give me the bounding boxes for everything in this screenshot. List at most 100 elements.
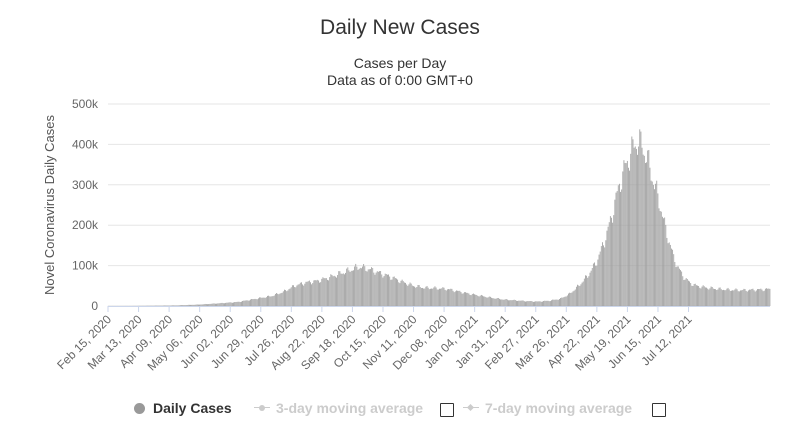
- bar: [187, 304, 189, 306]
- bar: [349, 271, 351, 306]
- bar: [525, 301, 526, 306]
- legend-item-daily-cases[interactable]: Daily Cases: [134, 400, 232, 416]
- bar: [273, 295, 275, 306]
- y-axis: 0 100k 200k 300k 400k 500k: [72, 97, 99, 313]
- legend-item-7-day-average[interactable]: 7-day moving average: [463, 400, 632, 416]
- bar: [591, 268, 593, 306]
- bar: [620, 191, 621, 306]
- bar: [456, 290, 457, 306]
- bar: [295, 287, 297, 306]
- bar: [410, 283, 412, 306]
- bar: [261, 297, 263, 306]
- bar: [246, 300, 248, 306]
- bar: [613, 215, 615, 306]
- bar: [657, 193, 659, 306]
- bar: [684, 279, 686, 306]
- checkbox-3-day-average[interactable]: [440, 403, 454, 417]
- bar: [587, 277, 589, 306]
- bar: [222, 303, 224, 306]
- bar: [740, 290, 741, 306]
- bar: [374, 274, 376, 306]
- bar: [691, 285, 693, 306]
- bar: [518, 300, 520, 306]
- bar: [750, 289, 752, 306]
- bar: [229, 302, 231, 306]
- bar: [370, 269, 371, 306]
- bar: [411, 285, 413, 306]
- bar: [415, 287, 417, 306]
- bar: [737, 291, 739, 306]
- bar: [185, 305, 187, 306]
- bar: [477, 295, 479, 306]
- bar: [612, 222, 614, 306]
- bar: [725, 290, 727, 306]
- bar: [486, 297, 488, 306]
- bar: [310, 282, 311, 306]
- bar: [482, 295, 483, 306]
- bar: [726, 288, 728, 306]
- bar: [690, 283, 692, 306]
- bar: [561, 297, 563, 306]
- bar: [231, 302, 233, 306]
- bar: [618, 183, 620, 306]
- legend-label-7-day-average: 7-day moving average: [485, 400, 633, 416]
- bar: [767, 288, 769, 306]
- bar: [517, 300, 518, 306]
- bar: [720, 289, 722, 306]
- bar: [683, 279, 685, 306]
- bar: [479, 295, 481, 306]
- bar: [506, 299, 508, 306]
- bar: [647, 150, 649, 306]
- bar: [712, 288, 714, 306]
- bar: [738, 291, 740, 306]
- bar: [640, 131, 642, 306]
- checkbox-7-day-average[interactable]: [652, 403, 666, 417]
- bar: [183, 305, 185, 306]
- bar: [201, 304, 203, 306]
- bar: [483, 296, 485, 306]
- bar: [556, 299, 558, 306]
- bar: [313, 280, 315, 306]
- legend-line-circle-icon: [254, 403, 270, 413]
- bar: [658, 208, 660, 306]
- legend-item-3-day-average[interactable]: 3-day moving average: [254, 400, 423, 416]
- bar: [754, 291, 756, 306]
- bar: [732, 290, 733, 306]
- bar: [752, 288, 754, 306]
- bar: [665, 224, 667, 306]
- bar: [565, 296, 567, 306]
- y-tick-label: 100k: [72, 259, 99, 273]
- bar: [170, 305, 172, 306]
- bar: [285, 290, 287, 306]
- bar: [432, 288, 434, 306]
- bar: [203, 304, 205, 306]
- bar: [307, 281, 309, 306]
- bar: [554, 299, 556, 306]
- bar: [265, 297, 267, 306]
- bar: [540, 301, 542, 306]
- bar: [376, 271, 378, 306]
- bar: [733, 290, 735, 306]
- bar: [763, 290, 765, 306]
- bar: [701, 286, 703, 306]
- bar: [413, 286, 414, 306]
- legend-circle-icon: [134, 402, 145, 414]
- bar: [331, 275, 333, 306]
- bar: [759, 289, 761, 306]
- bar: [678, 268, 680, 306]
- bar: [630, 153, 632, 306]
- bar: [702, 285, 704, 306]
- bar: [304, 283, 306, 306]
- bar: [328, 280, 330, 306]
- bar: [577, 284, 578, 306]
- bar: [322, 277, 324, 306]
- bar: [167, 305, 169, 306]
- bar: [568, 293, 569, 306]
- bar: [747, 290, 749, 306]
- bar: [624, 162, 626, 306]
- bar: [633, 147, 635, 306]
- bar: [389, 276, 391, 306]
- bar: [476, 295, 478, 306]
- bar: [569, 292, 571, 306]
- bar: [566, 295, 568, 306]
